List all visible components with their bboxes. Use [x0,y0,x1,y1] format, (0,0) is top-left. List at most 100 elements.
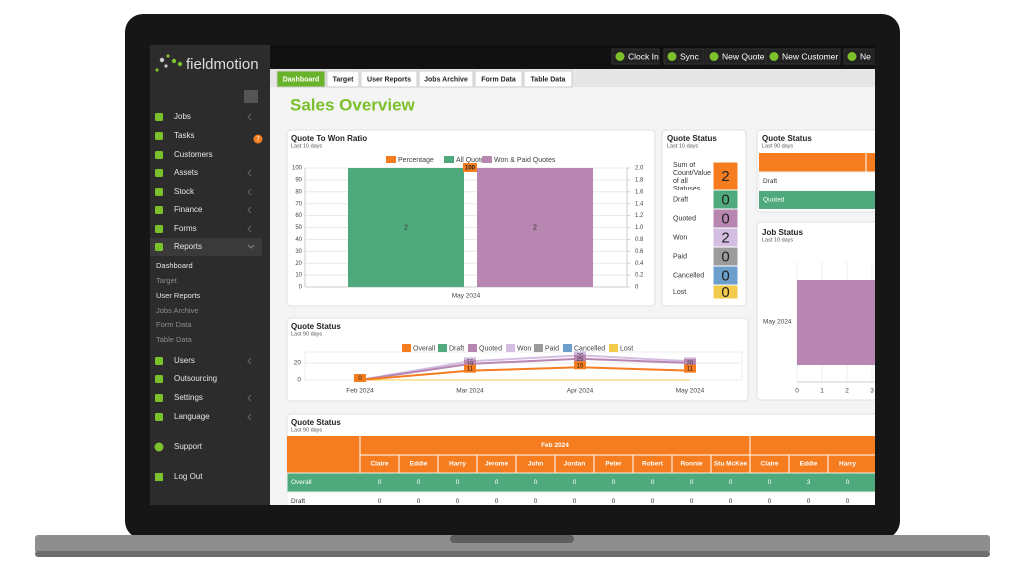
legend-label: Lost [620,345,633,352]
tab[interactable] [474,70,523,88]
menu-item[interactable]: Language [174,412,210,421]
menu-item[interactable]: Finance [174,205,203,214]
submenu-item[interactable]: Table Data [156,335,193,344]
menu-item[interactable]: Jobs [174,112,191,121]
menu-icon [155,188,163,196]
submenu-item[interactable]: Target [156,276,178,285]
laptop-notch [450,535,574,543]
data-label-box [464,364,476,373]
legend-swatch [534,344,543,352]
logo: fieldmotion [186,56,259,73]
tab[interactable] [523,70,573,88]
topbar-button-label: Sync [680,51,700,61]
submenu-item[interactable]: Jobs Archive [156,306,199,315]
menu-item[interactable]: Outsourcing [174,374,217,383]
status-value: 0 [721,267,729,284]
logo-dot [177,61,183,67]
x-tick-label: May 2024 [452,293,481,300]
table-cell: 0 [846,498,850,505]
menu-item[interactable]: Tasks [174,131,194,140]
submenu-item[interactable]: Form Data [156,320,192,329]
menu-arrow [247,113,252,121]
topbar-button-label: New Quote [722,51,765,61]
column-header: Claire [760,461,778,468]
logo-dot [171,58,177,64]
table-cell: 0 [612,498,616,505]
menu-item[interactable]: Support [174,442,203,451]
row-label: Draft [291,498,305,505]
data-label-box [574,354,586,363]
submenu-item[interactable]: User Reports [156,291,200,300]
y-tick-label: 20 [294,360,302,367]
menu-icon [155,375,163,383]
menu-item[interactable]: Forms [174,224,197,233]
menu-item[interactable]: Settings [174,393,203,402]
column-header: Robert [642,461,664,468]
y-tick-label: 60 [295,213,302,219]
bar-value-label: 2 [533,224,537,231]
legend-swatch [444,156,454,163]
status-label: Paid [673,253,687,260]
topbar-button[interactable] [611,48,660,65]
column-header: Stu McKee [714,461,748,468]
menu-item[interactable]: Customers [174,150,213,159]
tab-label: User Reports [367,76,411,83]
status-value: 0 [721,284,729,301]
menu-arrow [247,206,252,214]
row-label: Overall [291,479,312,486]
menu-item[interactable]: Log Out [174,472,203,481]
menu-item[interactable]: Users [174,356,195,365]
menu-item[interactable]: Reports [174,242,202,251]
card-title: Quote Status [667,134,717,143]
bar [797,280,875,365]
status-value: 0 [721,248,729,265]
table-cell: 0 [807,498,811,505]
card-title: Job Status [762,228,803,237]
table-cell: 0 [456,498,460,505]
menu-toggle[interactable] [244,90,258,103]
table-row [286,491,875,505]
data-label-box [684,359,696,367]
legend-swatch [506,344,515,352]
y-tick-label: 90 [295,177,302,183]
y2-tick-label: 1.4 [635,201,644,207]
tab-label: Dashboard [283,76,320,83]
topbar-icon [615,52,625,61]
tab[interactable] [360,70,418,88]
card-subtitle: Last 10 days [667,143,698,149]
y-tick-label: 0 [297,377,301,384]
topbar-icon [709,52,719,61]
column-header: Ronnie [680,461,702,468]
bar [348,168,464,287]
line-series [359,357,691,381]
bar [477,168,593,287]
legend-label: Cancelled [574,345,605,352]
logout-icon [155,473,163,481]
table-cell: 0 [573,479,577,486]
menu-arrow [247,357,252,365]
table-cell: 0 [846,479,850,486]
menu-item[interactable]: Stock [174,187,195,196]
column-header: Eddie [800,461,818,468]
group-label: Feb 2024 [541,442,569,449]
table-cell: 0 [417,498,421,505]
tab[interactable] [276,70,326,88]
legend-label: Won & Paid Quotes [494,157,556,164]
tab-label: Form Data [481,76,516,83]
menu-item[interactable]: Assets [174,168,198,177]
table-row [286,472,875,493]
card-title: Quote Status [762,134,812,143]
topbar-icon [847,52,857,61]
laptop-base [35,535,990,553]
legend-label: All Quotes [456,157,489,164]
table-cell: 0 [612,479,616,486]
tab[interactable] [418,70,474,88]
logo-dot [159,57,165,63]
card-subtitle: Last 90 days [291,331,322,337]
status-value: 0 [721,210,729,227]
submenu-item[interactable]: Dashboard [156,261,193,270]
tab[interactable] [326,70,360,88]
topbar-button[interactable] [765,48,841,65]
card-subtitle: Last 90 days [291,427,322,433]
